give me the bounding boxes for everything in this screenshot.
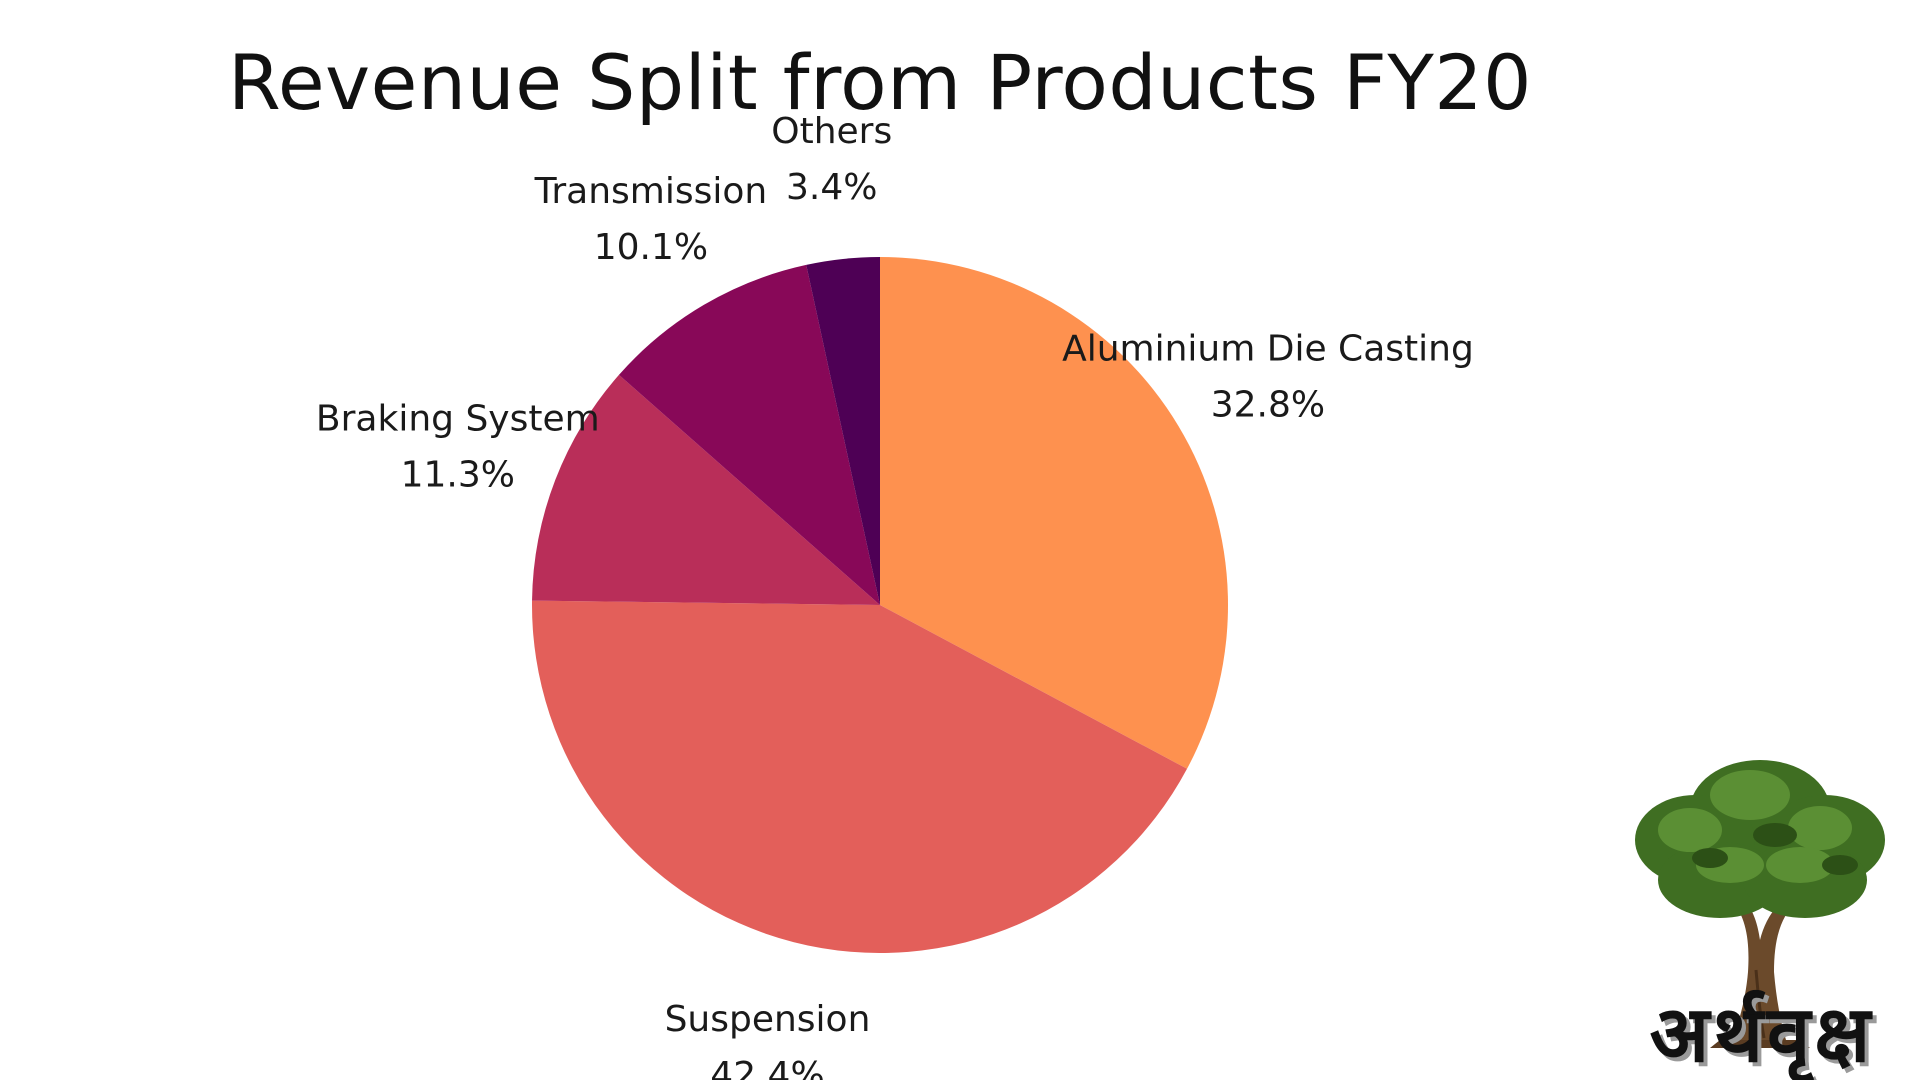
brand-logo-text: अर्थवृक्ष <box>1649 990 1875 1080</box>
pie-slice-transmission <box>618 264 880 605</box>
slice-percent-label: 32.8% <box>1211 384 1325 425</box>
slice-percent-label: 11.3% <box>401 454 515 495</box>
slice-label: Others <box>771 111 892 152</box>
slice-label: Transmission <box>534 171 768 212</box>
pie-labels: Aluminium Die Casting 32.8% Suspension 42.4… <box>316 111 1474 1080</box>
pie-slice-others <box>806 257 880 605</box>
pie-slice-suspension <box>532 600 1188 954</box>
pie-slice-aluminium-die-casting <box>880 257 1228 769</box>
pie-slice-braking-system <box>532 374 880 605</box>
slice-label: Suspension <box>665 999 871 1040</box>
chart-title: Revenue Split from Products FY20 <box>228 38 1532 127</box>
slice-percent-label: 10.1% <box>594 227 708 268</box>
pie-slices <box>532 257 1228 954</box>
tree-icon <box>1635 760 1885 1048</box>
slice-label: Aluminium Die Casting <box>1062 328 1474 369</box>
slice-percent-label: 3.4% <box>786 167 877 208</box>
slice-percent-label: 42.4% <box>710 1055 824 1080</box>
slice-label: Braking System <box>316 398 600 439</box>
